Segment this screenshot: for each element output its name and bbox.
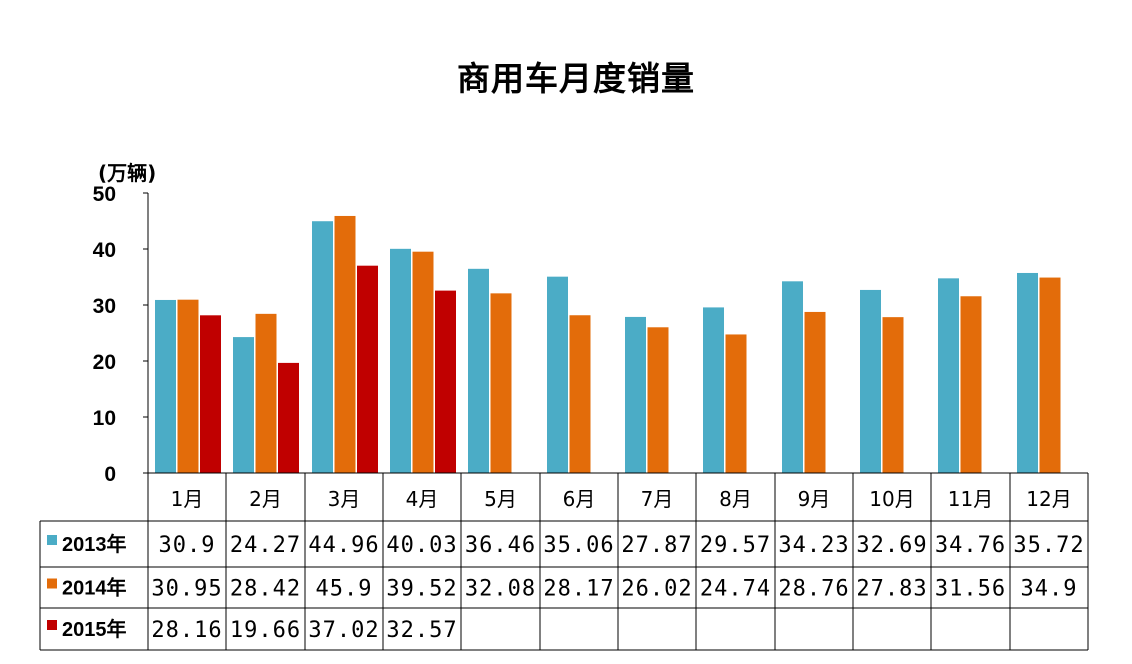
bar-3-2	[278, 362, 299, 473]
bar-1-11	[938, 278, 959, 473]
bar-2-10	[882, 317, 904, 473]
y-tick-label: 30	[93, 295, 116, 318]
bar-1-12	[1017, 272, 1038, 473]
data-cell: 24.27	[230, 533, 301, 558]
bar-2-1	[177, 299, 199, 473]
legend-swatch-1	[47, 535, 57, 545]
category-label: 12月	[1026, 487, 1071, 511]
y-tick-label: 0	[104, 463, 116, 486]
data-cell: 27.87	[621, 533, 692, 558]
legend-swatch-3	[47, 620, 57, 630]
data-cell: 35.06	[543, 533, 614, 558]
bar-2-6	[569, 315, 591, 473]
bar-1-7	[625, 316, 646, 473]
bar-1-3	[312, 221, 333, 473]
data-cell: 26.02	[621, 577, 692, 602]
bar-2-7	[647, 327, 669, 473]
data-cell: 27.83	[856, 577, 927, 602]
data-cell: 28.42	[230, 577, 301, 602]
chart-title: 商用车月度销量	[457, 59, 695, 98]
bar-2-5	[490, 293, 512, 473]
data-cell: 28.76	[778, 577, 849, 602]
category-label: 6月	[563, 487, 596, 511]
data-cell: 34.23	[778, 533, 849, 558]
bar-2-3	[334, 215, 356, 473]
data-cell: 32.08	[465, 577, 536, 602]
bar-3-1	[200, 315, 221, 473]
legend-label-3: 2015年	[62, 617, 127, 641]
data-cell: 28.16	[151, 618, 222, 643]
legend-swatch-2	[47, 578, 57, 589]
data-cell: 39.52	[386, 577, 457, 602]
data-cell: 34.76	[935, 533, 1006, 558]
y-tick-label: 10	[93, 407, 116, 430]
category-label: 11月	[948, 487, 993, 511]
data-cell: 24.74	[700, 577, 771, 602]
bar-1-8	[703, 307, 724, 473]
data-cell: 31.56	[935, 577, 1006, 602]
y-axis-unit-label: (万辆)	[98, 161, 157, 185]
bar-2-4	[412, 251, 434, 473]
category-label: 7月	[641, 487, 674, 511]
bar-3-4	[435, 290, 456, 473]
category-label: 1月	[171, 487, 204, 511]
bar-group	[155, 215, 1061, 473]
data-cell: 34.9	[1021, 577, 1078, 602]
bar-1-9	[782, 281, 803, 473]
category-label: 2月	[249, 487, 282, 511]
bar-1-1	[155, 299, 176, 473]
category-label: 8月	[719, 487, 752, 511]
category-label: 5月	[484, 487, 517, 511]
data-cell: 45.9	[316, 577, 373, 602]
legend-label-1: 2013年	[62, 532, 127, 556]
bar-1-6	[547, 276, 568, 473]
data-cell: 32.69	[856, 533, 927, 558]
data-cell: 28.17	[543, 577, 614, 602]
bar-2-12	[1039, 277, 1061, 473]
bar-2-2	[255, 313, 277, 473]
bar-1-4	[390, 248, 411, 473]
bar-2-8	[725, 334, 747, 473]
category-label: 4月	[406, 487, 439, 511]
data-cell: 30.95	[151, 577, 222, 602]
y-tick-label: 40	[93, 239, 116, 262]
data-cell: 44.96	[308, 533, 379, 558]
data-cell: 30.9	[159, 533, 216, 558]
data-table: 1月 2月 3月 4月 5月 6月 7月 8月 9月 10月 11月 12月 2013年 30.9 24.2…	[39, 472, 1089, 651]
y-tick-label: 20	[93, 351, 116, 374]
category-label: 10月	[869, 487, 914, 511]
bar-2-11	[960, 296, 982, 473]
data-cell: 36.46	[465, 533, 536, 558]
bar-3-3	[357, 265, 378, 473]
bar-2-9	[804, 311, 826, 473]
bar-1-2	[233, 337, 254, 473]
data-cell: 37.02	[308, 618, 379, 643]
data-cell: 35.72	[1013, 533, 1084, 558]
category-label: 3月	[328, 487, 361, 511]
y-tick-label: 50	[93, 183, 116, 206]
bar-1-10	[860, 289, 881, 473]
y-axis: 0 10 20 30 40 50	[93, 183, 149, 486]
data-cell: 32.57	[386, 618, 457, 643]
category-label: 9月	[798, 487, 831, 511]
data-cell: 19.66	[230, 618, 301, 643]
bar-1-5	[468, 268, 489, 473]
legend-label-2: 2014年	[62, 576, 127, 600]
data-cell: 29.57	[700, 533, 771, 558]
data-cell: 40.03	[386, 533, 457, 558]
